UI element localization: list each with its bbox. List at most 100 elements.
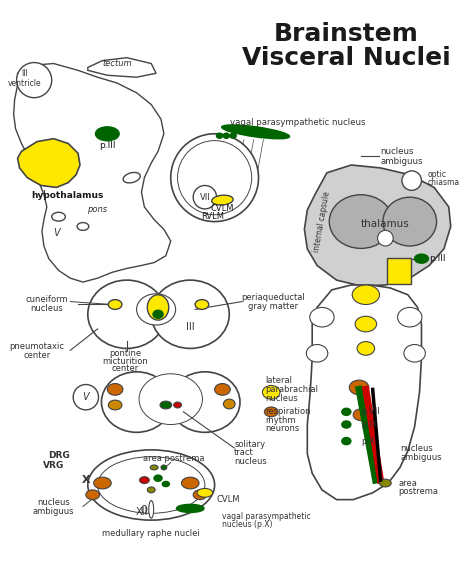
Ellipse shape: [349, 380, 369, 395]
Text: internal capsule: internal capsule: [312, 190, 332, 253]
Circle shape: [402, 171, 421, 190]
Ellipse shape: [88, 450, 215, 520]
Text: nucleus: nucleus: [30, 304, 63, 313]
Text: Brainstem: Brainstem: [274, 22, 419, 46]
Text: ventricle: ventricle: [8, 79, 41, 88]
Text: V: V: [82, 392, 89, 402]
Text: area postrema: area postrema: [143, 454, 204, 463]
Ellipse shape: [329, 195, 392, 249]
Ellipse shape: [77, 222, 89, 230]
Ellipse shape: [147, 487, 155, 493]
Ellipse shape: [310, 307, 334, 327]
Ellipse shape: [215, 384, 230, 395]
Ellipse shape: [142, 506, 147, 514]
Circle shape: [73, 385, 99, 410]
Text: nucleus (p.X): nucleus (p.X): [222, 519, 273, 528]
Ellipse shape: [355, 316, 376, 332]
Text: XII: XII: [135, 507, 148, 518]
Text: nucleus: nucleus: [37, 498, 70, 507]
Ellipse shape: [160, 401, 172, 409]
Text: respiration: respiration: [265, 408, 311, 416]
Text: p.IX: p.IX: [361, 420, 377, 429]
Ellipse shape: [101, 372, 172, 432]
Text: III: III: [21, 69, 28, 78]
Text: vagal parasympathetic: vagal parasympathetic: [222, 512, 311, 521]
Text: CVLM: CVLM: [217, 495, 240, 504]
Polygon shape: [307, 285, 421, 500]
Ellipse shape: [223, 133, 229, 138]
Text: area: area: [398, 479, 417, 487]
Ellipse shape: [264, 407, 278, 417]
Ellipse shape: [415, 254, 428, 263]
Text: X: X: [82, 475, 90, 485]
Ellipse shape: [108, 400, 122, 410]
Ellipse shape: [147, 295, 169, 320]
Polygon shape: [304, 165, 451, 286]
Text: p.III: p.III: [99, 141, 116, 150]
Ellipse shape: [139, 477, 149, 483]
Text: tract: tract: [234, 449, 254, 457]
Ellipse shape: [163, 482, 169, 486]
Text: p.III: p.III: [429, 254, 446, 263]
Ellipse shape: [263, 385, 280, 399]
Text: pneumotaxic: pneumotaxic: [9, 342, 64, 351]
Text: rhythm: rhythm: [265, 416, 296, 425]
Ellipse shape: [182, 477, 199, 489]
Ellipse shape: [151, 280, 229, 348]
Ellipse shape: [383, 197, 437, 246]
Ellipse shape: [217, 133, 222, 138]
Text: Visceral Nuclei: Visceral Nuclei: [242, 46, 451, 70]
Ellipse shape: [153, 311, 163, 318]
Text: neurons: neurons: [265, 424, 300, 433]
Text: III: III: [186, 322, 194, 332]
Text: VRG: VRG: [43, 461, 64, 470]
Polygon shape: [88, 58, 156, 77]
Text: p.VII: p.VII: [361, 408, 380, 416]
Text: nucleus: nucleus: [400, 445, 433, 453]
Text: pontine: pontine: [109, 349, 141, 358]
Text: ambiguus: ambiguus: [381, 157, 423, 166]
Ellipse shape: [357, 341, 374, 355]
Text: nucleus: nucleus: [381, 147, 414, 156]
Text: RVLM: RVLM: [201, 212, 224, 221]
Ellipse shape: [94, 477, 111, 489]
Polygon shape: [18, 139, 80, 188]
Ellipse shape: [98, 457, 205, 514]
Text: nucleus: nucleus: [265, 394, 298, 402]
Ellipse shape: [212, 195, 233, 205]
Ellipse shape: [108, 300, 122, 310]
Text: chiasma: chiasma: [428, 178, 459, 187]
Ellipse shape: [52, 212, 65, 221]
Ellipse shape: [173, 402, 182, 408]
Ellipse shape: [306, 344, 328, 362]
Text: gray matter: gray matter: [248, 302, 298, 311]
Polygon shape: [14, 63, 171, 282]
Text: ambiguus: ambiguus: [33, 507, 74, 516]
Ellipse shape: [161, 465, 167, 470]
Ellipse shape: [380, 479, 391, 487]
Ellipse shape: [170, 372, 240, 432]
Ellipse shape: [137, 294, 175, 325]
Text: center: center: [111, 364, 138, 373]
Ellipse shape: [342, 409, 351, 415]
Ellipse shape: [352, 285, 380, 304]
Circle shape: [193, 185, 217, 209]
Text: periaqueductal: periaqueductal: [241, 293, 305, 302]
Text: nucleus: nucleus: [234, 457, 267, 466]
Text: thalamus: thalamus: [361, 218, 410, 229]
Text: optic: optic: [428, 170, 447, 179]
Text: pons: pons: [88, 205, 108, 214]
Text: VII: VII: [200, 193, 210, 202]
Ellipse shape: [222, 125, 290, 139]
Ellipse shape: [398, 307, 422, 327]
Ellipse shape: [154, 475, 162, 481]
Circle shape: [178, 141, 252, 215]
Ellipse shape: [230, 133, 236, 138]
Ellipse shape: [193, 490, 207, 500]
Ellipse shape: [342, 438, 351, 445]
Text: parabrachial: parabrachial: [265, 385, 319, 394]
Text: cuneiform: cuneiform: [26, 295, 68, 304]
Ellipse shape: [197, 488, 213, 497]
Text: ambiguus: ambiguus: [400, 453, 441, 462]
Text: lateral: lateral: [265, 376, 292, 385]
